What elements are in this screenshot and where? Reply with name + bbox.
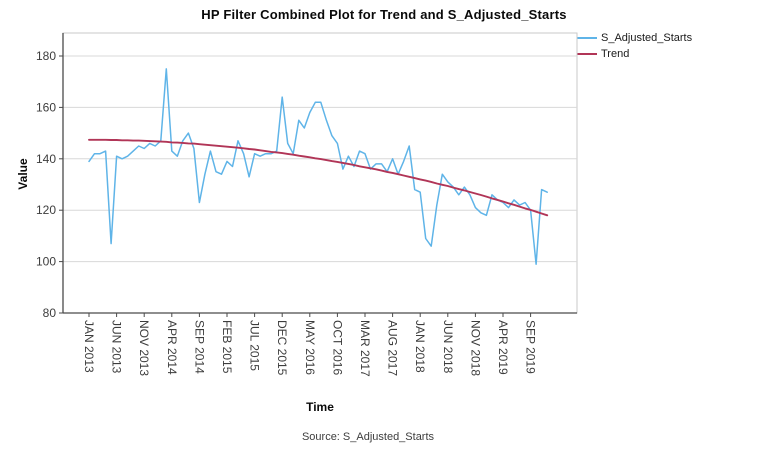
y-tick-label: 140 <box>36 152 56 166</box>
x-tick-label: JAN 2013 <box>82 320 96 373</box>
chart-title: HP Filter Combined Plot for Trend and S_… <box>201 7 567 22</box>
y-tick-label: 80 <box>43 306 57 320</box>
y-tick-label: 100 <box>36 255 56 269</box>
legend-entry-trend: Trend <box>574 47 692 61</box>
x-tick-label: DEC 2015 <box>275 320 289 376</box>
legend-label: S_Adjusted_Starts <box>601 32 693 44</box>
x-tick-label: JUL 2015 <box>248 320 262 371</box>
y-tick-label: 160 <box>36 100 56 114</box>
y-tick-label: 180 <box>36 49 56 63</box>
legend-label: Trend <box>601 48 630 60</box>
x-tick-label: SEP 2014 <box>192 320 206 374</box>
x-tick-label: JAN 2018 <box>413 320 427 373</box>
x-tick-label: MAR 2017 <box>358 320 372 377</box>
x-tick-label: JUN 2013 <box>110 320 124 374</box>
x-tick-label: FEB 2015 <box>220 320 234 374</box>
x-tick-label: JUN 2018 <box>441 320 455 374</box>
x-tick-label: AUG 2017 <box>386 320 400 376</box>
legend-entry-s-adjusted-starts: S_Adjusted_Starts <box>574 31 692 45</box>
x-tick-label: NOV 2013 <box>137 320 151 376</box>
x-axis-title: Time <box>306 400 334 414</box>
y-tick-label: 120 <box>36 203 56 217</box>
x-tick-label: OCT 2016 <box>330 320 344 375</box>
legend-line-swatch-red <box>574 53 597 55</box>
x-tick-label: NOV 2018 <box>468 320 482 376</box>
x-tick-label: MAY 2016 <box>303 320 317 375</box>
series-line-trend <box>88 138 549 217</box>
x-tick-label: APR 2019 <box>496 320 510 375</box>
source-note: Source: S_Adjusted_Starts <box>301 431 435 443</box>
legend-line-swatch-blue <box>574 37 597 39</box>
x-tick-label: SEP 2019 <box>524 320 538 374</box>
x-tick-label: APR 2014 <box>165 320 179 375</box>
series-line-s-adjusted-starts <box>88 68 548 265</box>
chart-legend: S_Adjusted_Starts Trend <box>574 31 692 61</box>
